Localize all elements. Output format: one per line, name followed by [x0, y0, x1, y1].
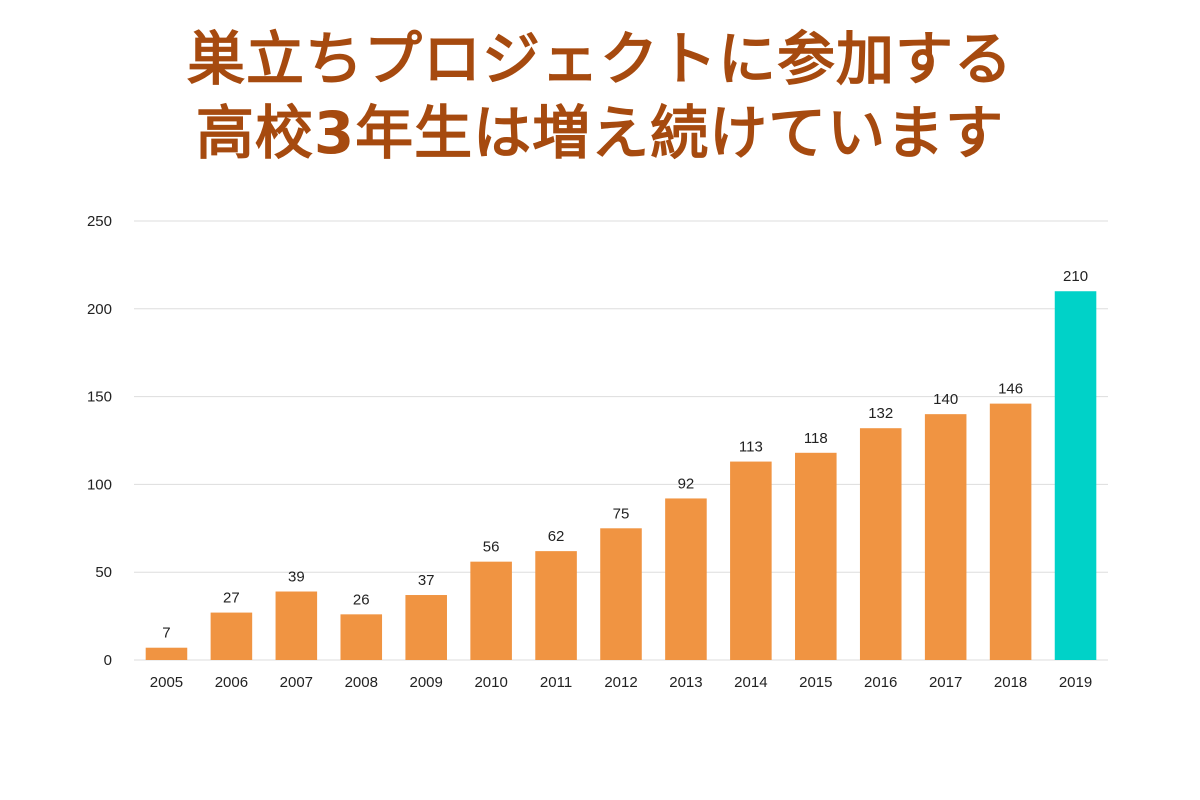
bar-2008	[340, 614, 383, 660]
bar-2011	[535, 551, 577, 660]
bar-value-label-2018: 146	[998, 381, 1023, 398]
bar-value-label-2017: 140	[933, 391, 958, 408]
bar-value-label-2011: 62	[548, 528, 565, 545]
bar-value-label-2010: 56	[483, 539, 500, 556]
bar-2005	[145, 647, 188, 660]
chart-title-line-1: 巣立ちプロジェクトに参加する	[186, 25, 1013, 93]
bar-2017	[924, 414, 967, 660]
chart-title: 巣立ちプロジェクトに参加する 高校3年生は増え続けています	[0, 22, 1200, 170]
x-tick-label-2015: 2015	[799, 674, 832, 691]
bar-value-label-2012: 75	[613, 505, 630, 522]
bar-2016	[859, 428, 902, 660]
x-tick-label-2007: 2007	[280, 674, 313, 691]
y-tick-label: 0	[104, 652, 112, 669]
chart-title-line-2: 高校3年生は増え続けています	[195, 99, 1005, 167]
bar-value-label-2015: 118	[804, 430, 828, 447]
y-axis-ticks: 0 50 100 150 200 250	[87, 213, 112, 669]
y-tick-label: 200	[87, 301, 112, 318]
x-tick-label-2014: 2014	[734, 674, 767, 691]
x-tick-label-2013: 2013	[669, 674, 702, 691]
bar-2010	[470, 561, 512, 660]
x-tick-label-2017: 2017	[929, 674, 962, 691]
x-axis-ticks: 2005 2006 2007 2008 2009 2010 2011 2012 2013 2014…	[150, 674, 1092, 691]
bars	[145, 291, 1097, 660]
bar-2019	[1054, 291, 1097, 660]
bar-value-label-2016: 132	[868, 405, 893, 422]
x-tick-label-2011: 2011	[540, 674, 572, 691]
x-tick-label-2018: 2018	[994, 674, 1027, 691]
bar-2013	[665, 498, 707, 660]
x-tick-label-2006: 2006	[215, 674, 248, 691]
y-tick-label: 250	[87, 213, 112, 230]
bar-value-label-2008: 26	[353, 591, 370, 608]
bar-2012	[600, 528, 642, 660]
bar-2009	[405, 595, 447, 660]
bar-value-label-2014: 113	[739, 439, 763, 456]
y-tick-label: 150	[87, 389, 112, 406]
bar-value-label-2006: 27	[223, 590, 240, 607]
x-tick-label-2005: 2005	[150, 674, 183, 691]
bar-2014	[730, 461, 772, 660]
bar-value-label-2005: 7	[162, 625, 170, 642]
x-tick-label-2019: 2019	[1059, 674, 1092, 691]
bar-2007	[275, 591, 318, 660]
x-tick-label-2016: 2016	[864, 674, 897, 691]
x-tick-label-2008: 2008	[345, 674, 378, 691]
bar-value-label-2009: 37	[418, 572, 435, 589]
bar-value-label-2019: 210	[1063, 268, 1088, 285]
bar-2006	[210, 612, 253, 660]
x-tick-label-2009: 2009	[410, 674, 443, 691]
y-tick-label: 50	[95, 564, 112, 581]
bar-value-label-2013: 92	[678, 475, 695, 492]
bar-2015	[795, 452, 837, 660]
bar-value-labels: 7 27 39 26 37 56 62 75 92 113 118 132 140 146 210	[162, 268, 1088, 641]
bar-2018	[989, 403, 1032, 660]
bar-value-label-2007: 39	[288, 569, 305, 586]
x-tick-label-2012: 2012	[604, 674, 637, 691]
y-tick-label: 100	[87, 476, 112, 493]
x-tick-label-2010: 2010	[474, 674, 507, 691]
